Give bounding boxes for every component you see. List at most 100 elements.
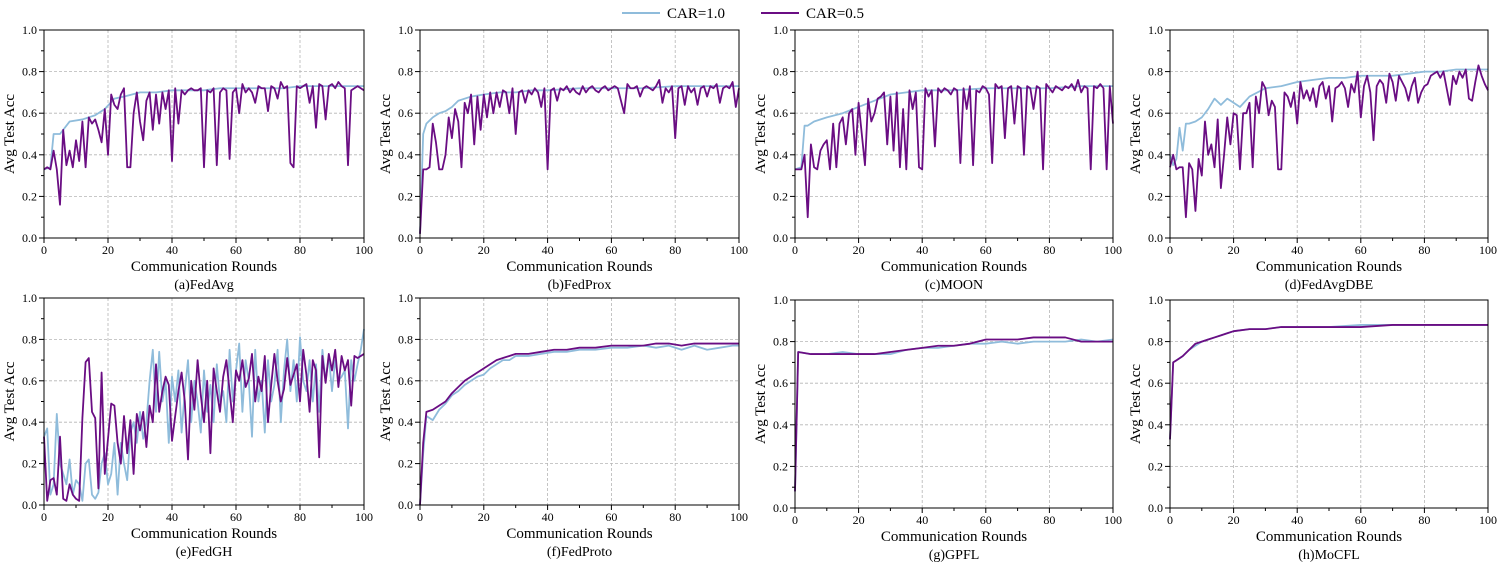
panel-c-moon-xtick-label: 0	[792, 243, 798, 257]
panel-d-fedavgdbe-ylabel: Avg Test Acc	[1128, 94, 1144, 174]
panel-c-moon-series-car-0-5	[795, 79, 1114, 219]
panel-g-gpfl-ytick-label: 0.2	[773, 459, 788, 473]
panel-c-moon-ytick-label: 0.2	[773, 189, 788, 203]
panel-h-mocfl-ytick-label: 0.2	[1148, 459, 1163, 473]
panel-d-fedavgdbe-xtick-label: 20	[1228, 243, 1240, 257]
panel-c-moon-xtick-label: 40	[916, 243, 928, 257]
panel-d-fedavgdbe-xtick-label: 40	[1291, 243, 1303, 257]
panel-f-fedproto-ytick-label: 0.8	[398, 332, 413, 346]
panel-a-fedavg-frame	[43, 29, 365, 239]
panel-e-fedgh-xlabel: Communication Rounds	[131, 526, 277, 542]
panel-e-fedgh-ytick-label: 0.8	[22, 332, 37, 346]
panel-g-gpfl-xlabel: Communication Rounds	[881, 529, 1027, 545]
panel-b-fedprox-ytick-label: 0.6	[398, 106, 413, 120]
panel-g-gpfl-xtick-label: 0	[792, 513, 798, 527]
panel-e-fedgh-series-car-0-5	[43, 348, 365, 502]
panel-f-fedproto-ytick-label: 0.0	[398, 498, 413, 512]
panel-g-gpfl-xtick-label: 80	[1043, 513, 1055, 527]
panel-g-gpfl-series-car-1-0	[794, 338, 1114, 492]
panel-b-fedprox-xtick-label: 20	[478, 243, 490, 257]
panel-c-moon-xlabel: Communication Rounds	[881, 259, 1027, 275]
legend: CAR=1.0 CAR=0.5	[622, 6, 864, 22]
panel-h-mocfl-ytick-label: 1.0	[1148, 293, 1163, 307]
panel-e-fedgh-xtick-label: 0	[41, 510, 47, 524]
panel-d-fedavgdbe-ytick-label: 0.6	[1148, 106, 1163, 120]
panel-d-fedavgdbe-xlabel: Communication Rounds	[1256, 259, 1402, 275]
panel-h-mocfl-caption: (h)MoCFL	[1298, 548, 1359, 563]
panel-d-fedavgdbe: 0 20 40 60 80 100 0.0 0.2 0.4 0.6 0.8 1.0 Communicat…	[1128, 23, 1497, 293]
panel-c-moon-ylabel: Avg Test Acc	[753, 94, 769, 174]
panel-c-moon-ytick-label: 0.0	[773, 231, 788, 245]
panel-h-mocfl-xlabel: Communication Rounds	[1256, 529, 1402, 545]
panel-b-fedprox-xtick-label: 40	[542, 243, 554, 257]
panel-b-fedprox-xtick-label: 80	[669, 243, 681, 257]
panel-h-mocfl-xtick-label: 20	[1228, 513, 1240, 527]
panel-g-gpfl: 0 20 40 60 80 100 0.0 0.2 0.4 0.6 0.8 1.0 Communicat…	[753, 293, 1122, 563]
panel-e-fedgh-caption: (e)FedGH	[176, 545, 233, 560]
panel-g-gpfl-ytick-label: 0.6	[773, 376, 788, 390]
panel-b-fedprox-caption: (b)FedProx	[548, 278, 612, 293]
panel-f-fedproto-xtick-label: 40	[542, 510, 554, 524]
panel-g-gpfl-xtick-label: 60	[980, 513, 992, 527]
panel-f-fedproto: 0 20 40 60 80 100 0.0 0.2 0.4 0.6 0.8 1.0 Communicat…	[378, 291, 748, 560]
panel-d-fedavgdbe-xtick-label: 80	[1418, 243, 1430, 257]
panel-h-mocfl-series-car-1-0	[1169, 324, 1488, 440]
panel-e-fedgh-xtick-label: 60	[230, 510, 242, 524]
panel-f-fedproto-xtick-label: 60	[605, 510, 617, 524]
panel-f-fedproto-ytick-label: 0.6	[398, 374, 413, 388]
legend-label-car-1-0: CAR=1.0	[667, 6, 725, 22]
panel-f-fedproto-ytick-label: 0.4	[398, 415, 413, 429]
panel-c-moon-series-car-1-0	[794, 85, 1113, 171]
panel-e-fedgh-xtick-label: 20	[102, 510, 114, 524]
panel-b-fedprox-xtick-label: 0	[417, 243, 423, 257]
panel-g-gpfl-frame	[794, 299, 1114, 509]
panel-g-gpfl-xtick-label: 20	[853, 513, 865, 527]
panel-d-fedavgdbe-ytick-label: 1.0	[1148, 23, 1163, 37]
panel-c-moon-ytick-label: 1.0	[773, 23, 788, 37]
panel-e-fedgh-ytick-label: 0.6	[22, 374, 37, 388]
panel-h-mocfl-xtick-label: 40	[1291, 513, 1303, 527]
panel-e-fedgh-xtick-label: 100	[355, 510, 373, 524]
panel-f-fedproto-ylabel: Avg Test Acc	[378, 361, 394, 441]
panel-a-fedavg-xtick-label: 60	[230, 243, 242, 257]
panel-d-fedavgdbe-xtick-label: 60	[1355, 243, 1367, 257]
panel-b-fedprox-frame	[419, 29, 740, 239]
panel-c-moon-xtick-label: 80	[1043, 243, 1055, 257]
panel-b-fedprox-xtick-label: 60	[605, 243, 617, 257]
panel-c-moon-ytick-label: 0.6	[773, 106, 788, 120]
panel-b-fedprox-ytick-label: 0.4	[398, 148, 413, 162]
panel-a-fedavg-ytick-label: 0.8	[22, 65, 37, 79]
panel-d-fedavgdbe-ytick-label: 0.0	[1148, 231, 1163, 245]
panel-d-fedavgdbe-series-car-1-0	[1169, 68, 1488, 167]
panel-d-fedavgdbe-ytick-label: 0.8	[1148, 65, 1163, 79]
panel-g-gpfl-ylabel: Avg Test Acc	[753, 364, 769, 444]
panel-e-fedgh-ytick-label: 0.4	[22, 415, 37, 429]
panel-e-fedgh: 0 20 40 60 80 100 0.0 0.2 0.4 0.6 0.8 1.0 Communicat…	[2, 291, 373, 560]
panel-a-fedavg-ylabel: Avg Test Acc	[2, 94, 18, 174]
panel-a-fedavg-xtick-label: 0	[41, 243, 47, 257]
panel-f-fedproto-xtick-label: 80	[669, 510, 681, 524]
panel-f-fedproto-xlabel: Communication Rounds	[506, 526, 652, 542]
panel-a-fedavg-ytick-label: 0.2	[22, 189, 37, 203]
panel-a-fedavg-xlabel: Communication Rounds	[131, 259, 277, 275]
panel-b-fedprox-ytick-label: 1.0	[398, 23, 413, 37]
panel-g-gpfl-series-car-0-5	[794, 336, 1113, 492]
panel-h-mocfl-xtick-label: 80	[1418, 513, 1430, 527]
panel-f-fedproto-xtick-label: 20	[478, 510, 490, 524]
panel-d-fedavgdbe-xtick-label: 0	[1167, 243, 1173, 257]
panel-a-fedavg-ytick-label: 0.6	[22, 106, 37, 120]
panel-g-gpfl-caption: (g)GPFL	[929, 548, 980, 563]
panel-c-moon-ytick-label: 0.4	[773, 148, 788, 162]
panel-e-fedgh-xtick-label: 80	[294, 510, 306, 524]
panel-d-fedavgdbe-caption: (d)FedAvgDBE	[1285, 278, 1373, 293]
panel-f-fedproto-series-car-1-0	[419, 344, 739, 506]
panel-a-fedavg-xtick-label: 100	[355, 243, 373, 257]
panel-a-fedavg-caption: (a)FedAvg	[174, 278, 234, 293]
panel-c-moon-xtick-label: 20	[853, 243, 865, 257]
panel-h-mocfl-ytick-label: 0.8	[1148, 335, 1163, 349]
panel-a-fedavg-series-car-1-0	[43, 85, 364, 171]
panel-h-mocfl-ylabel: Avg Test Acc	[1128, 364, 1144, 444]
panel-h-mocfl-ytick-label: 0.4	[1148, 418, 1163, 432]
panel-h-mocfl-ytick-label: 0.0	[1148, 501, 1163, 515]
